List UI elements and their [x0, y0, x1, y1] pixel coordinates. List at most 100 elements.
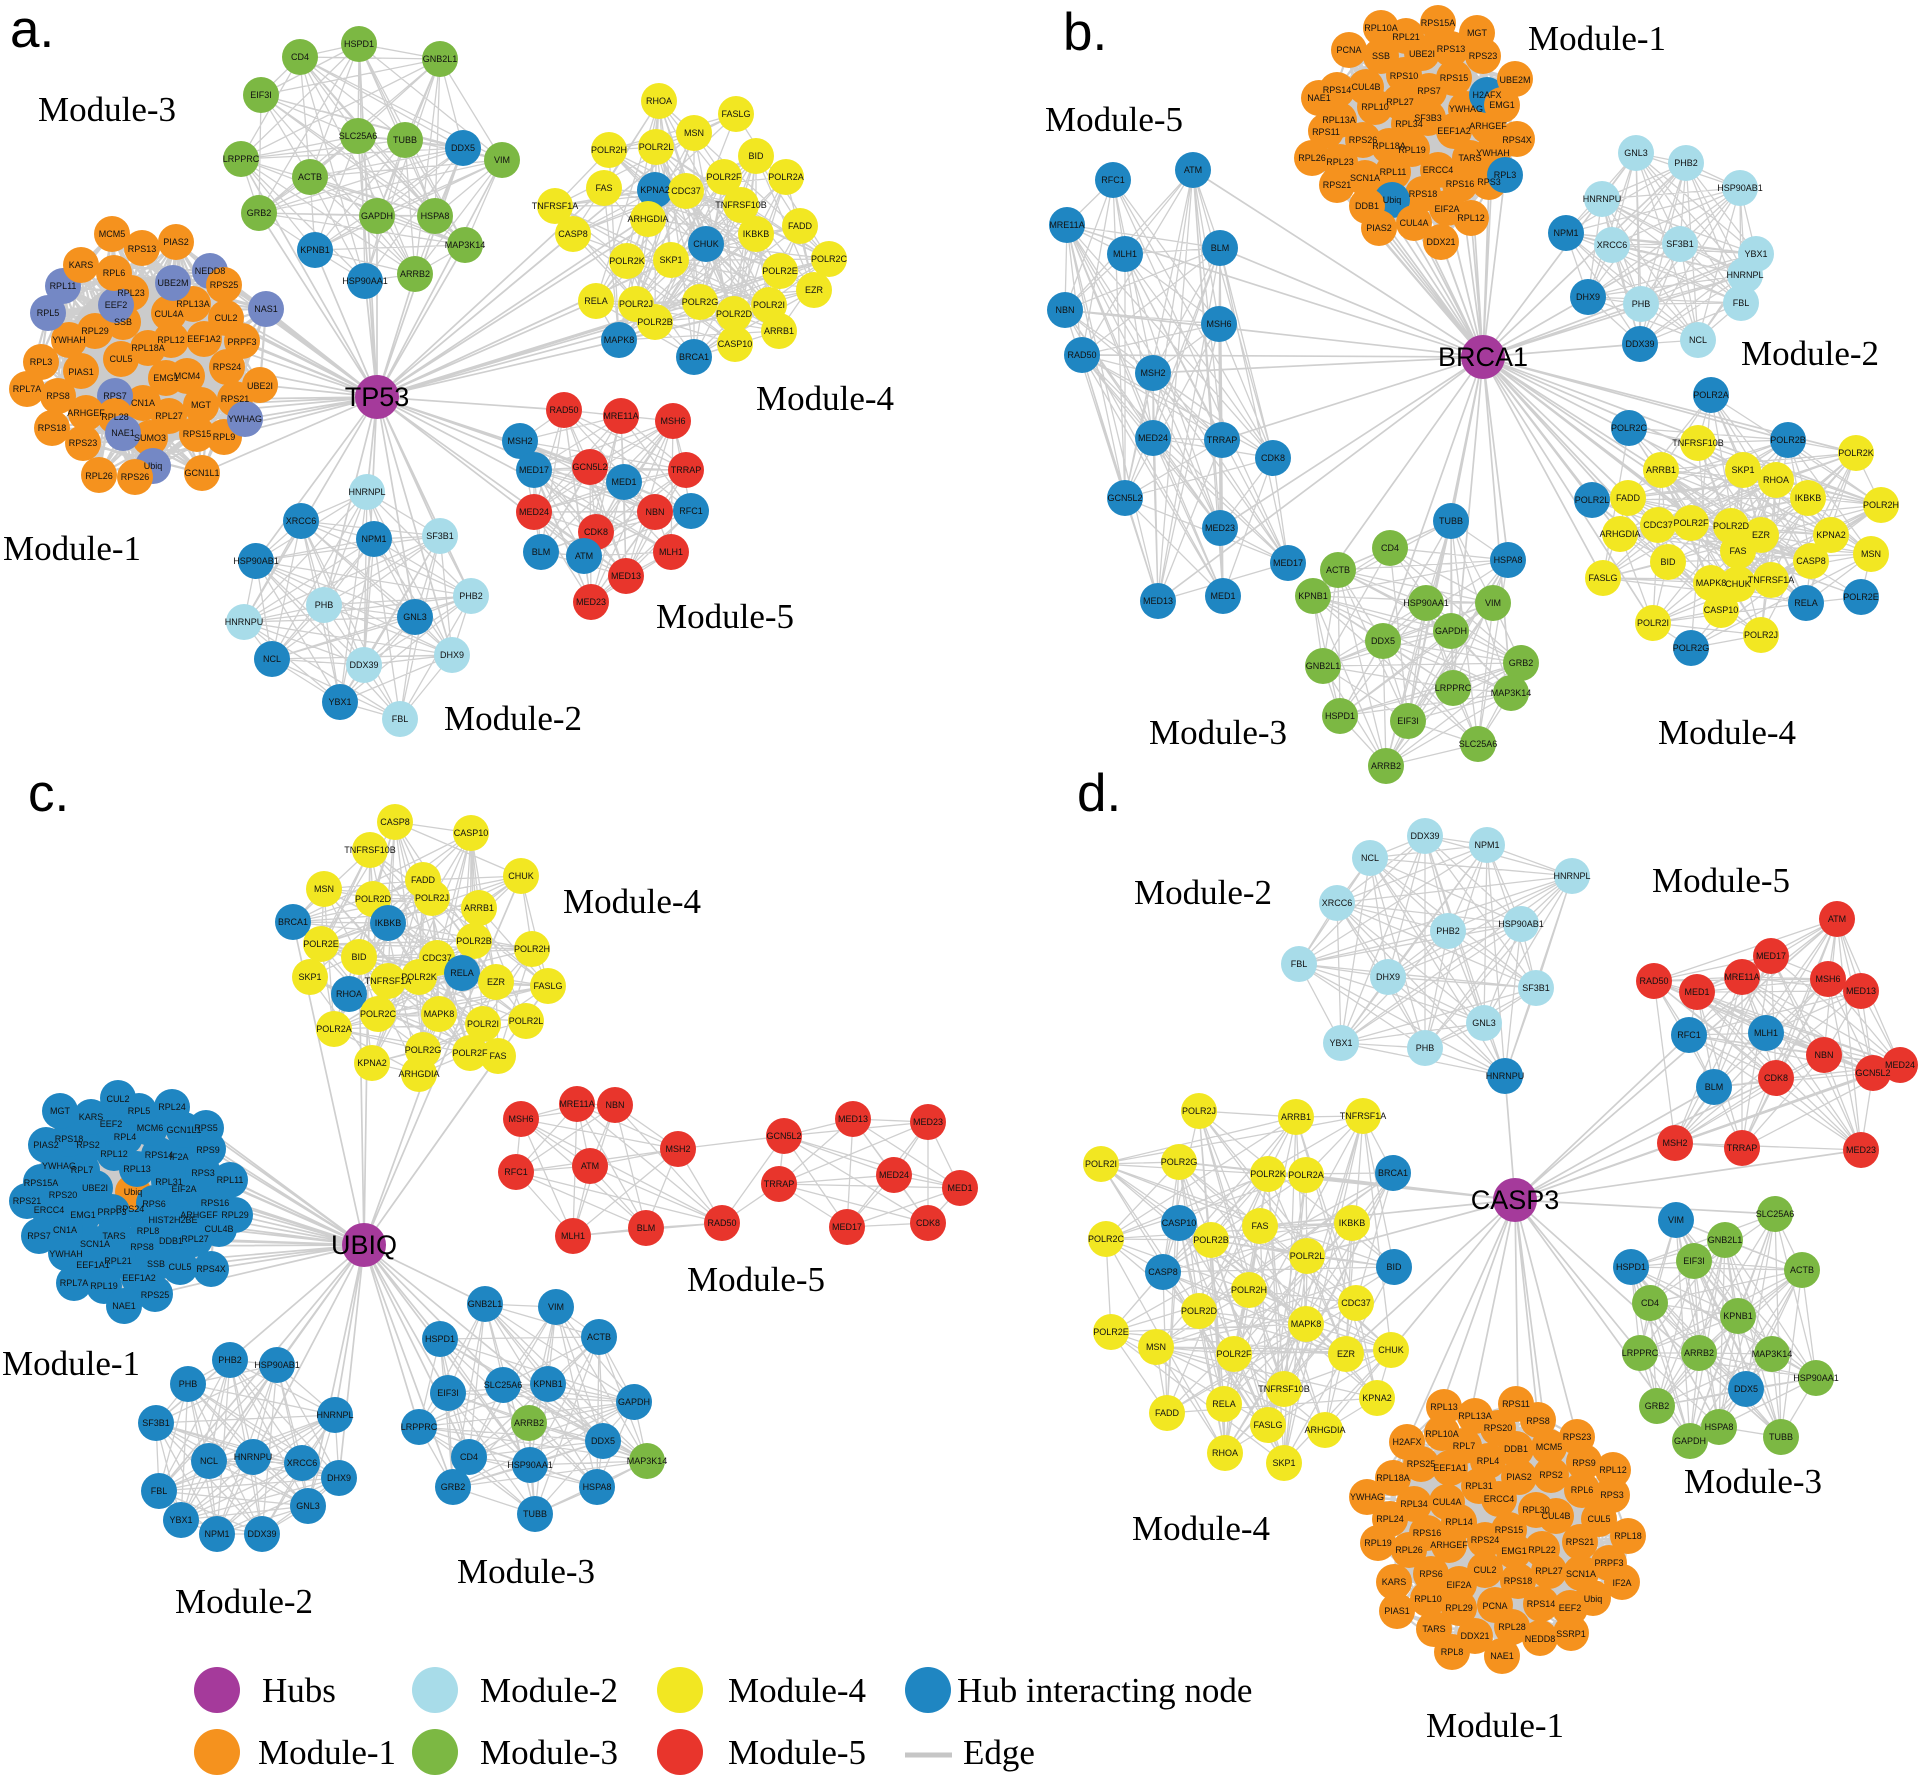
- svg-text:MLH1: MLH1: [1113, 249, 1137, 259]
- svg-text:Module-3: Module-3: [38, 90, 176, 129]
- svg-text:TRRAP: TRRAP: [764, 1179, 795, 1189]
- svg-text:RPS25: RPS25: [1407, 1459, 1436, 1469]
- svg-text:HSPD1: HSPD1: [344, 39, 374, 49]
- svg-text:Ubiq: Ubiq: [144, 461, 163, 471]
- svg-text:MAP3K14: MAP3K14: [1491, 688, 1532, 698]
- svg-text:HSP90AB1: HSP90AB1: [233, 556, 279, 566]
- svg-text:MRE11A: MRE11A: [1049, 220, 1084, 230]
- svg-text:PIAS2: PIAS2: [163, 237, 189, 247]
- svg-text:RPS16: RPS16: [201, 1198, 230, 1208]
- svg-text:SF3B1: SF3B1: [426, 531, 454, 541]
- svg-text:PHB2: PHB2: [218, 1355, 242, 1365]
- svg-text:HNRNPU: HNRNPU: [1486, 1071, 1525, 1081]
- svg-text:FAS: FAS: [1729, 546, 1746, 556]
- svg-text:KARS: KARS: [1382, 1577, 1407, 1587]
- svg-text:EMG1: EMG1: [70, 1210, 96, 1220]
- svg-text:HNRNPU: HNRNPU: [234, 1452, 273, 1462]
- svg-text:PIAS2: PIAS2: [1366, 223, 1392, 233]
- svg-text:MSN: MSN: [1861, 549, 1881, 559]
- svg-text:CASP10: CASP10: [454, 828, 489, 838]
- svg-text:ACTB: ACTB: [298, 172, 322, 182]
- svg-text:MED24: MED24: [879, 1170, 909, 1180]
- svg-text:NPM1: NPM1: [361, 534, 386, 544]
- svg-text:BID: BID: [748, 151, 764, 161]
- svg-text:HSP90AB1: HSP90AB1: [1717, 183, 1763, 193]
- svg-text:PIAS2: PIAS2: [33, 1140, 59, 1150]
- svg-text:RPL12: RPL12: [157, 335, 185, 345]
- svg-text:RPL22: RPL22: [1528, 1545, 1556, 1555]
- svg-text:RPS15: RPS15: [1495, 1525, 1524, 1535]
- svg-text:MSN: MSN: [684, 128, 704, 138]
- svg-text:MED24: MED24: [1138, 433, 1168, 443]
- svg-text:RPL18: RPL18: [1614, 1531, 1642, 1541]
- svg-text:MLH1: MLH1: [1754, 1028, 1778, 1038]
- svg-text:RPS4X: RPS4X: [1502, 135, 1532, 145]
- svg-text:MED17: MED17: [1273, 558, 1303, 568]
- svg-text:YBX1: YBX1: [169, 1515, 192, 1525]
- svg-text:IKBKB: IKBKB: [1795, 493, 1822, 503]
- svg-text:TUBB: TUBB: [1439, 516, 1463, 526]
- svg-text:RPL28: RPL28: [1498, 1622, 1526, 1632]
- svg-text:NPM1: NPM1: [1474, 840, 1499, 850]
- svg-text:MED13: MED13: [838, 1114, 868, 1124]
- svg-text:TUBB: TUBB: [523, 1509, 547, 1519]
- svg-text:RAD50: RAD50: [707, 1218, 736, 1228]
- svg-text:EZR: EZR: [1752, 530, 1771, 540]
- svg-text:POLR2I: POLR2I: [1637, 618, 1669, 628]
- svg-text:RPL4: RPL4: [1477, 1456, 1500, 1466]
- svg-text:RPS18: RPS18: [38, 423, 67, 433]
- svg-text:RPL6: RPL6: [1571, 1485, 1594, 1495]
- svg-text:NAE1: NAE1: [111, 428, 135, 438]
- svg-text:EEF2: EEF2: [100, 1119, 123, 1129]
- svg-text:YBX1: YBX1: [1329, 1038, 1352, 1048]
- svg-text:EEF1A2: EEF1A2: [122, 1273, 156, 1283]
- svg-text:DDB1: DDB1: [159, 1236, 183, 1246]
- svg-text:ARHGDIA: ARHGDIA: [1599, 529, 1640, 539]
- svg-text:Module-2: Module-2: [480, 1671, 618, 1710]
- svg-text:BLM: BLM: [1705, 1082, 1724, 1092]
- svg-text:RPS20: RPS20: [49, 1190, 78, 1200]
- svg-text:SSB: SSB: [147, 1259, 165, 1269]
- svg-text:CUL2: CUL2: [214, 313, 237, 323]
- svg-text:EMG1: EMG1: [153, 373, 179, 383]
- svg-text:MED1: MED1: [1210, 591, 1235, 601]
- svg-text:Ubiq: Ubiq: [124, 1187, 143, 1197]
- svg-text:BID: BID: [1386, 1262, 1402, 1272]
- svg-text:RPL27: RPL27: [1386, 97, 1414, 107]
- svg-text:UBIQ: UBIQ: [331, 1230, 397, 1260]
- svg-text:RPL18A: RPL18A: [131, 343, 165, 353]
- svg-text:CDK8: CDK8: [584, 527, 608, 537]
- svg-text:MED23: MED23: [913, 1117, 943, 1127]
- svg-text:MSH6: MSH6: [1206, 319, 1231, 329]
- svg-text:DHX9: DHX9: [440, 650, 464, 660]
- svg-text:EEF1A2: EEF1A2: [1437, 126, 1471, 136]
- svg-text:KARS: KARS: [69, 260, 94, 270]
- svg-text:DDX39: DDX39: [1625, 339, 1654, 349]
- svg-text:SUMO3: SUMO3: [134, 433, 166, 443]
- svg-text:ERCC4: ERCC4: [34, 1205, 65, 1215]
- svg-text:EZR: EZR: [487, 977, 506, 987]
- svg-text:RPL12: RPL12: [1457, 213, 1485, 223]
- svg-text:Module-5: Module-5: [656, 597, 794, 636]
- svg-text:Module-4: Module-4: [1658, 713, 1796, 752]
- svg-text:DDB1: DDB1: [1355, 201, 1379, 211]
- svg-text:EEF2: EEF2: [1559, 1603, 1582, 1613]
- svg-text:Module-2: Module-2: [1741, 334, 1879, 373]
- svg-text:RPL13: RPL13: [1430, 1402, 1458, 1412]
- svg-text:PHB: PHB: [179, 1379, 198, 1389]
- svg-text:KPNA2: KPNA2: [1816, 530, 1846, 540]
- svg-text:RPL18A: RPL18A: [1372, 141, 1406, 151]
- svg-text:POLR2D: POLR2D: [355, 894, 392, 904]
- svg-text:NAS1: NAS1: [254, 304, 278, 314]
- svg-text:POLR2E: POLR2E: [1093, 1327, 1129, 1337]
- svg-text:POLR2K: POLR2K: [401, 972, 437, 982]
- svg-text:RPS18: RPS18: [55, 1134, 84, 1144]
- svg-text:GCN5L2: GCN5L2: [1855, 1068, 1890, 1078]
- svg-text:RPS5: RPS5: [194, 1123, 218, 1133]
- svg-text:RELA: RELA: [450, 968, 474, 978]
- svg-text:SLC25A6: SLC25A6: [484, 1380, 523, 1390]
- svg-text:EEF1A1: EEF1A1: [76, 1260, 110, 1270]
- svg-text:POLR2J: POLR2J: [415, 893, 449, 903]
- svg-text:RPL7A: RPL7A: [60, 1278, 89, 1288]
- svg-text:IKBKB: IKBKB: [375, 918, 402, 928]
